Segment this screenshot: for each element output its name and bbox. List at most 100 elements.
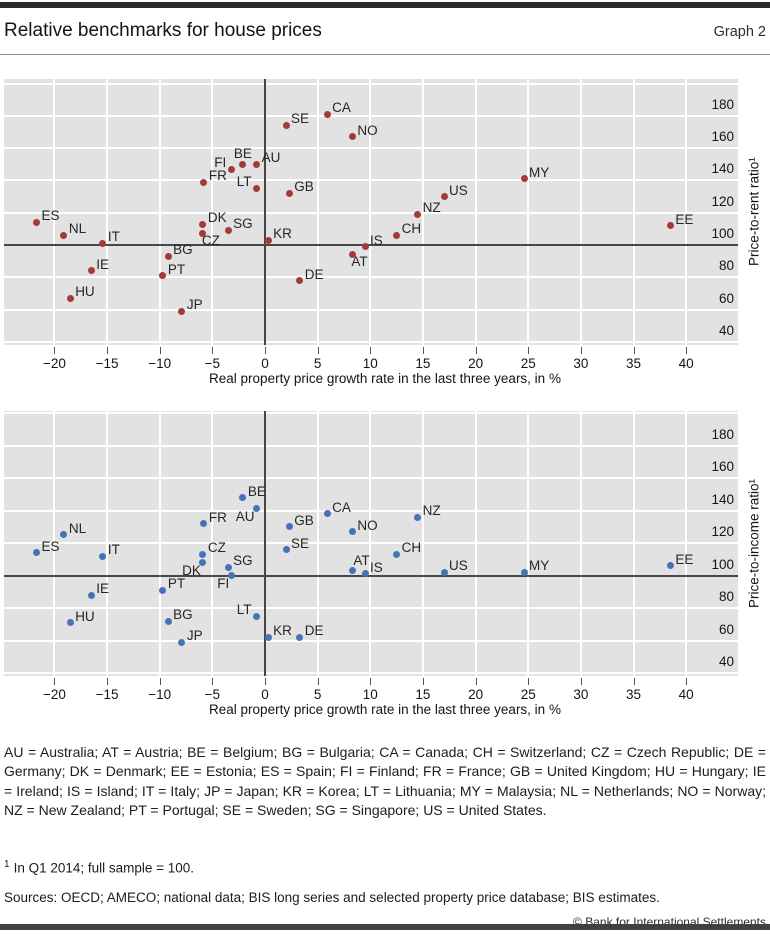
data-point-SE	[282, 121, 290, 129]
point-label-US: US	[449, 558, 468, 574]
ytick-label-120: 120	[711, 193, 734, 209]
plot-area-rent: 180 160 140 120 100 80 60 40 ES NL IT IE HU BG PT JP FR D…	[4, 79, 738, 345]
xtick-label--20: −20	[42, 687, 66, 702]
point-label-NZ: NZ	[422, 200, 441, 216]
gridline-x--10	[158, 79, 161, 345]
point-label-SG: SG	[233, 216, 253, 232]
ytick-label-140: 140	[711, 491, 734, 507]
point-label-FR: FR	[208, 168, 227, 183]
y-axis-title-income: Price-to-income ratio¹	[746, 478, 762, 609]
xtick-label-40: 40	[678, 356, 694, 371]
data-point-US	[440, 193, 448, 201]
data-point-KR	[264, 236, 272, 244]
xtick--20	[54, 347, 56, 354]
xtick-label-10: 10	[362, 687, 378, 702]
point-label-IS: IS	[370, 559, 383, 575]
xtick--5	[212, 678, 214, 685]
xtick-30	[580, 678, 582, 685]
gridline-x-15	[421, 411, 424, 676]
data-point-BG	[164, 252, 172, 260]
data-point-DK	[199, 220, 207, 228]
gridline-x-40	[685, 411, 688, 676]
point-label-NZ: NZ	[422, 503, 441, 518]
data-point-NZ	[414, 210, 422, 218]
top-rule-bar	[0, 2, 770, 8]
gridline-x--10	[158, 411, 161, 676]
gridline-x--5	[211, 79, 214, 345]
data-point-JP	[178, 307, 186, 315]
xtick-5	[317, 347, 319, 354]
gridline-x-15	[421, 79, 424, 345]
xtick-5	[317, 678, 319, 685]
data-point-CA	[323, 510, 331, 518]
xtick-label-5: 5	[313, 687, 322, 702]
data-point-CH	[393, 550, 401, 558]
point-label-IT: IT	[107, 229, 120, 245]
data-point-BE	[239, 494, 247, 501]
point-label-LT: LT	[236, 602, 252, 618]
xtick-label-0: 0	[261, 356, 269, 371]
ytick-label-160: 160	[711, 129, 734, 145]
point-label-IS: IS	[370, 232, 383, 248]
gridline-x-5	[316, 411, 319, 676]
data-point-SG	[224, 563, 232, 571]
footnote: 1 In Q1 2014; full sample = 100.	[4, 859, 766, 876]
xtick-label-15: 15	[415, 687, 431, 702]
data-point-IS	[361, 243, 369, 251]
xtick-40	[686, 678, 688, 685]
point-label-FI: FI	[214, 155, 227, 171]
point-label-AU: AU	[261, 150, 281, 166]
xtick-label-20: 20	[468, 356, 484, 371]
data-point-AU	[253, 505, 261, 513]
gridline-x-30	[579, 411, 582, 676]
xtick--20	[54, 678, 56, 685]
point-label-DK: DK	[207, 210, 227, 225]
xtick-label-30: 30	[573, 687, 589, 702]
gridline-x--15	[106, 79, 109, 345]
data-point-FI	[227, 572, 235, 579]
point-label-ES: ES	[41, 208, 60, 224]
ytick-label-40: 40	[718, 654, 734, 669]
graph-number-label: Graph 2	[713, 24, 766, 40]
xtick--15	[107, 678, 109, 685]
point-label-DE: DE	[304, 623, 324, 639]
gridline-x-40	[685, 79, 688, 345]
point-label-GB: GB	[294, 179, 314, 195]
bottom-rule-bar	[0, 924, 770, 930]
point-label-CH: CH	[401, 221, 422, 237]
point-label-DK: DK	[182, 562, 201, 578]
xtick-label-25: 25	[520, 687, 536, 702]
data-point-IT	[99, 552, 107, 560]
point-label-AT: AT	[353, 552, 370, 568]
data-point-AT	[348, 567, 356, 575]
data-point-DE	[296, 633, 304, 641]
xtick-30	[580, 347, 582, 354]
point-label-SE: SE	[291, 111, 310, 127]
point-label-ES: ES	[41, 538, 60, 554]
gridline-x--20	[53, 79, 56, 345]
data-point-AT	[348, 251, 356, 259]
xtick-label--10: −10	[148, 687, 172, 702]
y-axis-title-rent: Price-to-rent ratio¹	[746, 157, 762, 267]
point-label-CZ: CZ	[207, 540, 226, 556]
gridline-x-10	[369, 79, 372, 345]
data-point-GB	[285, 189, 293, 197]
point-label-CA: CA	[332, 499, 351, 515]
data-point-FR	[200, 178, 208, 186]
xtick-label--15: −15	[95, 356, 119, 371]
point-label-NO: NO	[357, 122, 378, 138]
footnote-text: In Q1 2014; full sample = 100.	[13, 860, 195, 875]
xtick-0	[265, 347, 266, 354]
xtick-label-30: 30	[573, 356, 589, 371]
ytick-label-100: 100	[711, 556, 734, 572]
point-label-FI: FI	[217, 575, 230, 591]
data-point-EE	[666, 562, 674, 570]
point-label-IT: IT	[107, 542, 120, 557]
gridline-x--20	[53, 411, 56, 676]
gridline-x-20	[474, 79, 477, 345]
xtick-35	[633, 678, 635, 685]
xtick-35	[633, 347, 635, 354]
xtick-15	[422, 347, 424, 354]
gridline-x--15	[106, 411, 109, 676]
data-point-NO	[348, 133, 356, 141]
